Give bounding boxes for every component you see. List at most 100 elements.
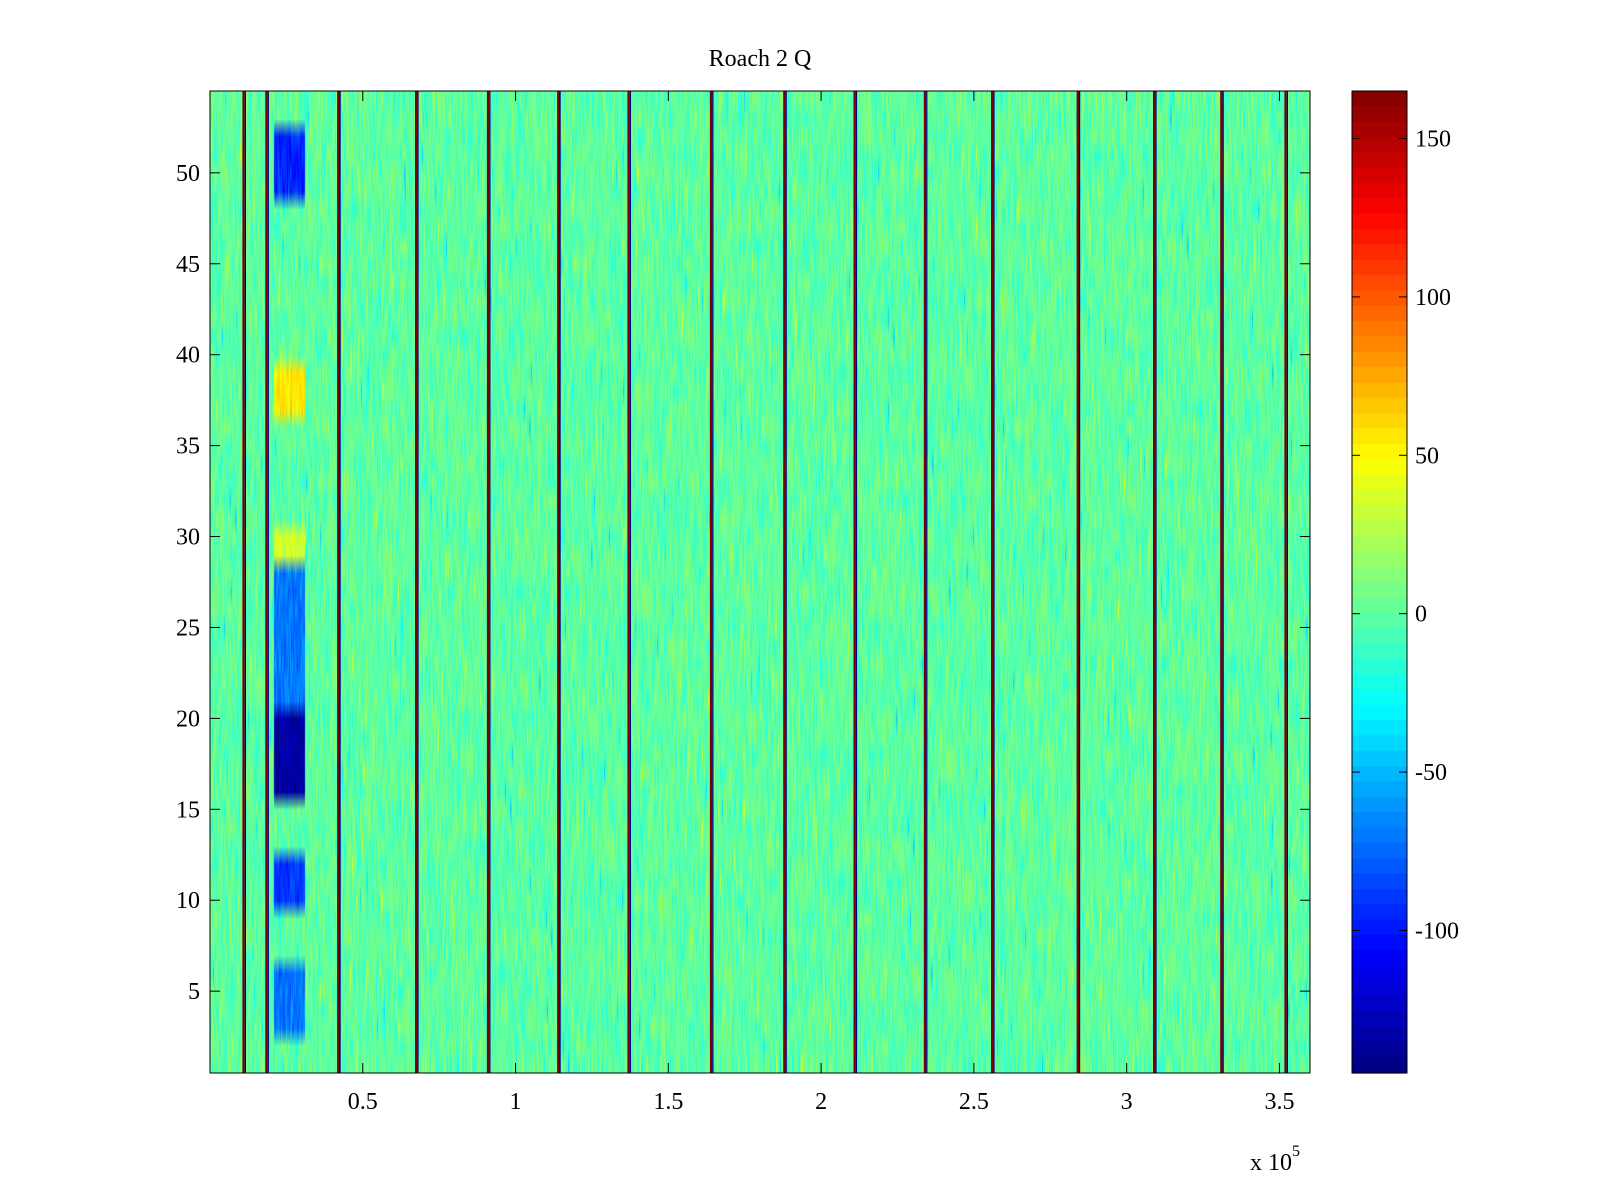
- colorbar-band-43: [1352, 750, 1407, 767]
- spike-column-shadow-4: [489, 91, 491, 1073]
- colorbar-band-27: [1352, 505, 1407, 522]
- colorbar-band-29: [1352, 535, 1407, 552]
- colorbar-band-31: [1352, 566, 1407, 583]
- heatmap-plot-area: 0.5 1 1.5 2 2.5 3 3.5 5 10 15 20 25 30 35 40 45 50: [176, 90, 1311, 1115]
- colorbar-band-48: [1352, 827, 1407, 844]
- colorbar-band-39: [1352, 689, 1407, 706]
- colorbar-band-25: [1352, 474, 1407, 491]
- spike-column-shadow-2: [339, 91, 341, 1073]
- spike-column-shadow-13: [1155, 91, 1157, 1073]
- spike-column-9: [853, 91, 856, 1073]
- colorbar-band-44: [1352, 766, 1407, 783]
- spike-column-shadow-11: [993, 91, 995, 1073]
- x-tick-label-4: 2.5: [959, 1089, 989, 1115]
- x-tick-label-1: 1: [510, 1089, 522, 1115]
- spike-column-13: [1153, 91, 1156, 1073]
- colorbar-tick-label-5: 150: [1415, 127, 1451, 153]
- x-tick-label-0: 0.5: [348, 1089, 378, 1115]
- colorbar-band-3: [1352, 137, 1407, 153]
- colorbar-band-6: [1352, 183, 1407, 199]
- colorbar: -100 -50 0 50 100 150: [1351, 90, 1459, 1074]
- heatmap-image: [210, 91, 1310, 1073]
- colorbar-band-56: [1352, 950, 1407, 967]
- colorbar-band-57: [1352, 965, 1407, 982]
- colorbar-frame: [1351, 90, 1408, 1074]
- x-exponent-label: x 105: [1250, 1143, 1300, 1176]
- colorbar-band-47: [1352, 812, 1407, 829]
- colorbar-tick-label-4: 100: [1415, 285, 1451, 311]
- spike-column-shadow-5: [559, 91, 561, 1073]
- spike-column-10: [923, 91, 927, 1073]
- colorbar-band-51: [1352, 873, 1407, 890]
- spike-column-shadow-1: [267, 91, 269, 1073]
- colorbar-band-33: [1352, 597, 1407, 614]
- colorbar-gradient: [1352, 91, 1407, 1074]
- colorbar-band-45: [1352, 781, 1407, 798]
- colorbar-band-40: [1352, 704, 1407, 721]
- y-tick-label-9: 50: [176, 161, 200, 187]
- spike-column-3: [415, 91, 418, 1073]
- y-tick-label-0: 5: [188, 979, 200, 1005]
- colorbar-band-63: [1352, 1057, 1407, 1074]
- y-tick-label-7: 40: [176, 343, 200, 369]
- colorbar-band-26: [1352, 489, 1407, 506]
- colorbar-band-14: [1352, 305, 1407, 322]
- colorbar-band-18: [1352, 367, 1407, 384]
- colorbar-band-41: [1352, 720, 1407, 737]
- spike-column-shadow-0: [244, 91, 246, 1073]
- y-tick-label-2: 15: [176, 797, 200, 823]
- spike-column-shadow-14: [1222, 91, 1224, 1073]
- y-axis-ticks: 5 10 15 20 25 30 35 40 45 50: [176, 161, 1310, 1005]
- spike-column-shadow-15: [1286, 91, 1288, 1073]
- spike-columns: [242, 91, 1288, 1073]
- colorbar-band-62: [1352, 1042, 1407, 1059]
- spike-column-12: [1076, 91, 1079, 1073]
- colorbar-band-8: [1352, 213, 1407, 230]
- colorbar-band-0: [1352, 91, 1407, 107]
- colorbar-band-55: [1352, 934, 1407, 951]
- spike-column-0: [242, 91, 245, 1073]
- colorbar-band-42: [1352, 735, 1407, 752]
- colorbar-tick-label-0: -100: [1415, 918, 1459, 944]
- colorbar-band-34: [1352, 612, 1407, 629]
- colorbar-band-7: [1352, 198, 1407, 215]
- colorbar-band-23: [1352, 443, 1407, 460]
- colorbar-band-17: [1352, 351, 1407, 368]
- x-exponent-power: 5: [1292, 1143, 1300, 1160]
- colorbar-band-22: [1352, 428, 1407, 445]
- colorbar-band-12: [1352, 275, 1407, 292]
- y-tick-label-5: 30: [176, 525, 200, 551]
- colorbar-band-54: [1352, 919, 1407, 936]
- spike-column-shadow-10: [926, 91, 928, 1073]
- spike-column-11: [991, 91, 994, 1073]
- colorbar-ticks: -100 -50 0 50 100 150: [1352, 127, 1459, 944]
- spike-column-6: [627, 91, 630, 1073]
- x-tick-label-6: 3.5: [1264, 1089, 1294, 1115]
- colorbar-band-5: [1352, 167, 1407, 184]
- colorbar-band-30: [1352, 551, 1407, 568]
- colorbar-band-4: [1352, 152, 1407, 169]
- plot-frame: [209, 90, 1311, 1074]
- x-axis-ticks: 0.5 1 1.5 2 2.5 3 3.5: [348, 91, 1294, 1115]
- y-tick-label-1: 10: [176, 888, 200, 914]
- colorbar-band-2: [1352, 121, 1407, 138]
- colorbar-band-20: [1352, 397, 1407, 414]
- colorbar-band-53: [1352, 904, 1407, 921]
- spike-column-1: [265, 91, 268, 1073]
- colorbar-band-37: [1352, 658, 1407, 675]
- colorbar-band-46: [1352, 796, 1407, 813]
- x-tick-label-3: 2: [815, 1089, 827, 1115]
- colorbar-tick-label-3: 50: [1415, 443, 1439, 469]
- colorbar-tick-label-1: -50: [1415, 760, 1447, 786]
- colorbar-band-61: [1352, 1026, 1407, 1043]
- x-tick-label-2: 1.5: [653, 1089, 683, 1115]
- colorbar-band-60: [1352, 1011, 1407, 1028]
- spike-column-4: [486, 91, 490, 1073]
- colorbar-band-19: [1352, 382, 1407, 399]
- colorbar-band-21: [1352, 413, 1407, 430]
- colorbar-band-35: [1352, 628, 1407, 644]
- spike-column-shadow-3: [417, 91, 419, 1073]
- colorbar-band-16: [1352, 336, 1407, 353]
- colorbar-band-9: [1352, 229, 1407, 246]
